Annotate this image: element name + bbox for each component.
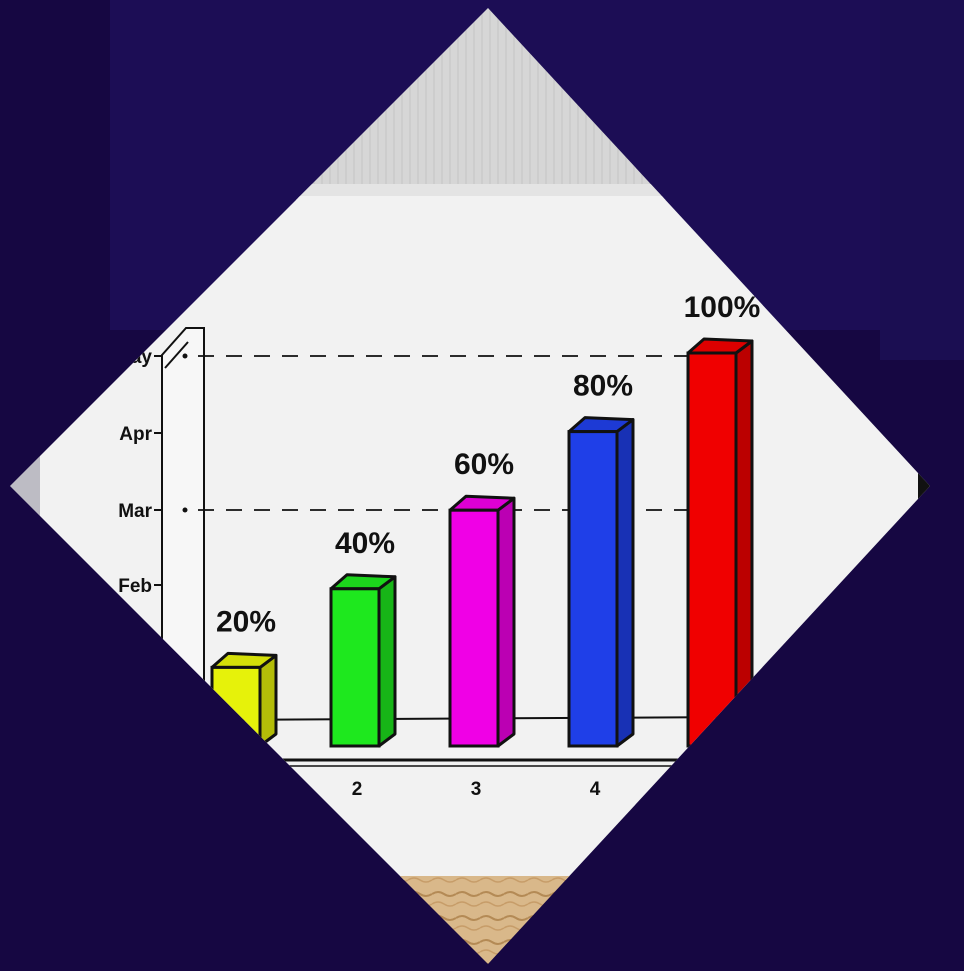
bar-side [496, 496, 516, 748]
bar-front [567, 430, 619, 748]
reference-dot [182, 353, 188, 359]
background-band-right [880, 0, 964, 360]
bar-4: 80% [567, 370, 635, 748]
y-tick-label-mar: Mar [118, 501, 152, 522]
bar-front [686, 351, 738, 748]
y-tick-label-apr: Apr [119, 424, 152, 445]
y-tick-label-feb: Feb [118, 576, 152, 597]
bar-5: 100% [684, 291, 761, 748]
x-axis-ticks: 2 3 4 [352, 779, 601, 800]
x-tick-label-4: 4 [590, 779, 601, 800]
bar-2: 40% [329, 527, 397, 748]
y-axis-break [164, 341, 189, 369]
bar-3: 60% [448, 448, 516, 748]
bar-front [329, 587, 381, 748]
data-label-1: 20% [216, 605, 276, 638]
bar-front [448, 508, 500, 748]
x-tick-label-2: 2 [352, 779, 363, 800]
bar-side [258, 653, 278, 748]
reference-dot [182, 507, 188, 513]
bar-side [377, 575, 397, 748]
reference-lines [182, 353, 700, 513]
bar-side [615, 418, 635, 748]
data-label-2: 40% [335, 527, 395, 560]
data-label-3: 60% [454, 448, 514, 481]
x-tick-label-3: 3 [471, 779, 482, 800]
data-label-4: 80% [573, 370, 633, 403]
data-label-5: 100% [684, 291, 761, 324]
